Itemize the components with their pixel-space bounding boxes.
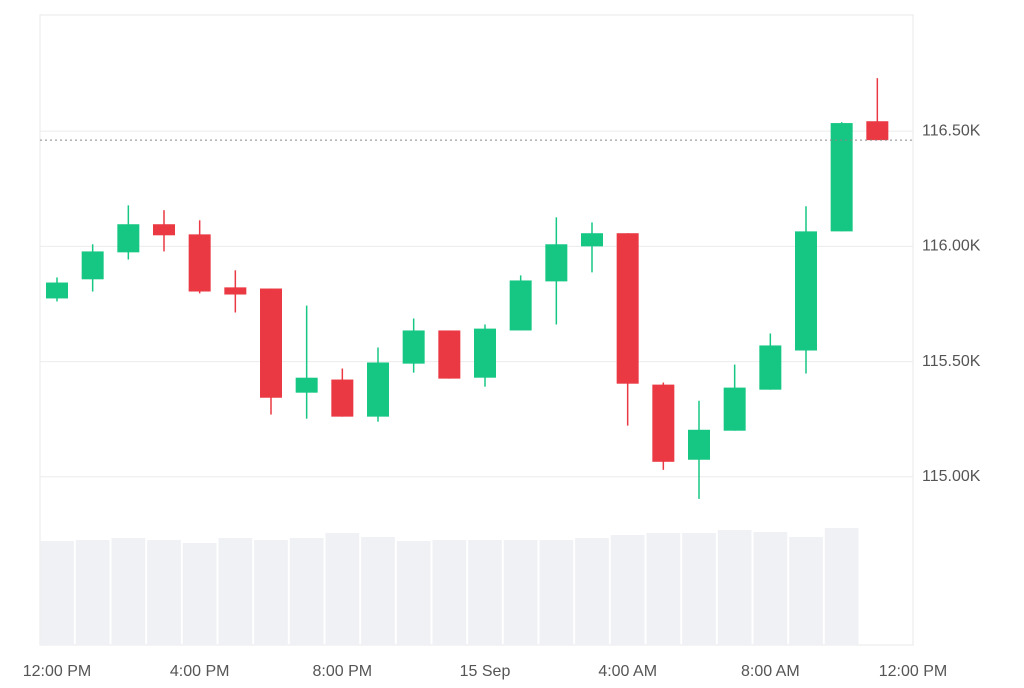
candle-body — [367, 362, 389, 417]
candle-body — [581, 233, 603, 247]
volume-bar — [789, 537, 823, 645]
volume-bar — [254, 540, 288, 645]
candle-body — [866, 121, 889, 141]
candle-body — [616, 233, 639, 384]
volume-bar — [753, 532, 788, 645]
volume-bar — [432, 540, 467, 645]
x-tick-label: 12:00 PM — [879, 663, 947, 680]
volume-bar — [610, 535, 645, 645]
x-tick-label: 15 Sep — [460, 663, 511, 680]
candle-body — [260, 288, 282, 398]
candle-body — [688, 429, 710, 460]
candle-body — [46, 282, 68, 299]
candle-body — [759, 345, 782, 390]
x-tick-label: 8:00 PM — [313, 663, 373, 680]
volume-bar — [646, 533, 681, 645]
volume-bar — [289, 538, 324, 645]
volume-bar — [396, 541, 431, 645]
volume-bar — [182, 543, 217, 645]
candle-body — [723, 387, 746, 431]
volume-bar — [682, 533, 716, 645]
candle-body — [438, 330, 461, 379]
candle-body — [81, 251, 104, 280]
volume-bar — [575, 538, 609, 645]
candle-body — [188, 234, 211, 292]
volume-bar — [75, 540, 110, 645]
x-tick-label: 4:00 PM — [170, 663, 230, 680]
volume-bar — [717, 530, 752, 645]
x-tick-label: 8:00 AM — [741, 663, 800, 680]
y-tick-label: 115.50K — [922, 353, 981, 370]
volume-bar — [325, 533, 360, 645]
candle-body — [830, 123, 853, 232]
x-tick-label: 4:00 AM — [598, 663, 657, 680]
candle-body — [117, 224, 140, 253]
volume-bar — [539, 540, 574, 645]
volume-bar — [40, 541, 74, 645]
y-tick-label: 116.00K — [922, 238, 981, 255]
x-tick-label: 12:00 PM — [23, 663, 91, 680]
candle-body — [545, 244, 568, 282]
candle-body — [295, 377, 318, 393]
volume-bar — [824, 528, 859, 645]
volume-bar — [361, 537, 395, 645]
candle-body — [474, 328, 496, 378]
candle-body — [509, 280, 532, 331]
volume-bar — [147, 540, 181, 645]
candle-body — [652, 384, 675, 462]
volume-bar — [503, 540, 538, 645]
volume-bar — [111, 538, 146, 645]
y-tick-label: 116.50K — [922, 122, 981, 139]
candle-body — [153, 224, 175, 236]
candle-body — [224, 287, 247, 295]
y-tick-label: 115.00K — [922, 468, 981, 485]
candle-body — [795, 231, 817, 351]
volume-bar — [218, 538, 253, 645]
volume-bar — [468, 540, 502, 645]
candle-body — [402, 330, 425, 364]
candle-body — [331, 379, 354, 417]
